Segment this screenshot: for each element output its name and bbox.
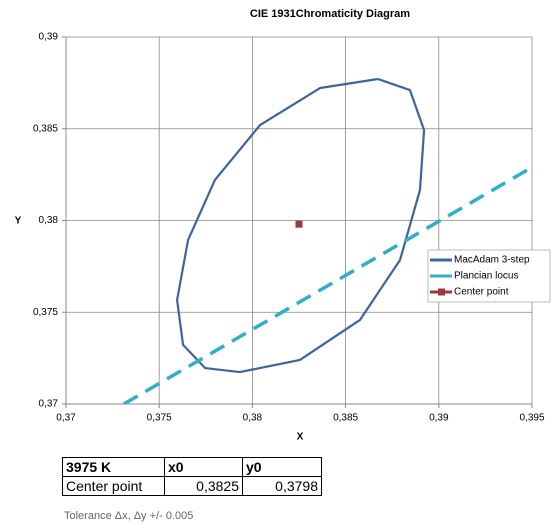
x-tick-label: 0,38 (243, 413, 263, 424)
legend-label: Center point (454, 287, 509, 298)
legend-label: Plancian locus (454, 271, 518, 282)
chart: CIE 1931Chromaticity Diagram X Y 0,37 0,3… (15, 8, 551, 443)
table-cell: x0 (164, 457, 243, 477)
y-axis-title: Y (15, 216, 22, 227)
table-cell: Center point (62, 476, 165, 496)
y-tick-label: 0,39 (39, 32, 59, 43)
x-axis-title: X (297, 432, 304, 440)
x-tick-label: 0,395 (519, 413, 544, 424)
series-line (175, 77, 426, 374)
y-tick-label: 0,385 (33, 123, 58, 134)
table-cell: 3975 K (62, 457, 165, 477)
point (295, 220, 303, 228)
table-cell: 0,3825 (164, 476, 243, 496)
x-tick-label: 0,385 (333, 413, 358, 424)
chart-title: CIE 1931Chromaticity Diagram (250, 8, 410, 20)
table-cell: 0,3798 (242, 476, 322, 496)
legend-marker (438, 288, 445, 296)
x-tick-label: 0,37 (56, 413, 76, 424)
x-tick-label: 0,375 (147, 413, 172, 424)
legend-label: MacAdam 3-step (454, 255, 530, 266)
y-tick-label: 0,375 (33, 307, 58, 318)
y-tick-label: 0,38 (39, 215, 59, 226)
y-tick-label: 0,37 (39, 399, 59, 410)
series-line (122, 165, 532, 404)
note: Tolerance Δx, Δy +/- 0.005 (64, 510, 194, 522)
x-tick-label: 0,39 (429, 413, 449, 424)
table-cell: y0 (242, 457, 322, 477)
